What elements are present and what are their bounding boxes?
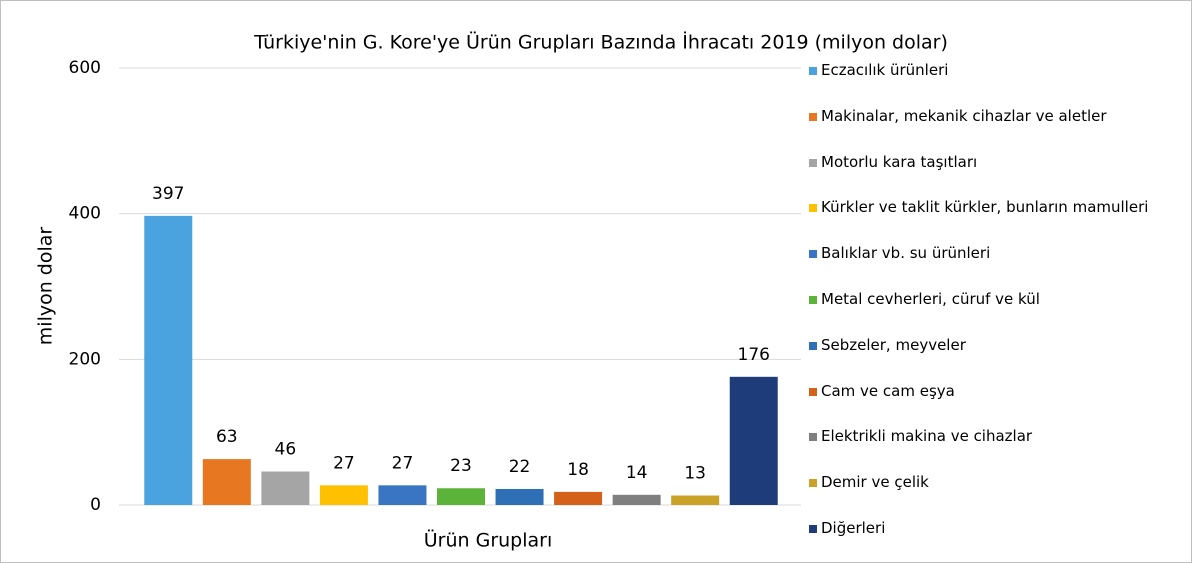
bar — [671, 495, 720, 505]
legend-item: Sebzeler, meyveler — [809, 336, 1176, 355]
data-label: 14 — [626, 463, 648, 483]
legend-label: Demir ve çelik — [821, 473, 929, 492]
data-label: 63 — [216, 427, 238, 447]
data-label: 397 — [152, 184, 184, 204]
data-label: 27 — [333, 453, 355, 473]
legend-label: Motorlu kara taşıtları — [821, 152, 978, 171]
y-tick-label: 600 — [69, 58, 101, 78]
y-tick-label: 400 — [69, 204, 101, 224]
legend-item: Eczacılık ürünleri — [809, 61, 1176, 80]
legend-label: Sebzeler, meyveler — [821, 335, 966, 354]
y-tick-label: 200 — [69, 349, 101, 369]
legend-swatch — [809, 479, 817, 488]
bar — [202, 459, 251, 505]
bar — [319, 485, 368, 505]
bar — [554, 491, 603, 505]
legend-swatch — [809, 387, 817, 396]
legend-swatch — [809, 433, 817, 442]
data-label: 22 — [509, 457, 531, 477]
legend-label: Kürkler ve taklit kürkler, bunların mamu… — [821, 198, 1149, 217]
legend-swatch — [809, 250, 817, 259]
bar — [378, 485, 427, 505]
legend-label: Makinalar, mekanik cihazlar ve aletler — [821, 106, 1107, 125]
y-axis-title: milyon dolar — [35, 227, 57, 346]
legend-label: Elektrikli makina ve cihazlar — [821, 427, 1033, 446]
legend-item: Elektrikli makina ve cihazlar — [809, 427, 1176, 446]
bar — [261, 471, 310, 505]
data-label: 13 — [684, 464, 706, 484]
legend-item: Balıklar vb. su ürünleri — [809, 244, 1176, 263]
legend-item: Kürkler ve taklit kürkler, bunların mamu… — [809, 198, 1176, 217]
bar — [437, 488, 485, 505]
legend-swatch — [809, 158, 817, 167]
bar — [612, 494, 661, 505]
data-label: 23 — [450, 456, 472, 476]
legend-swatch — [809, 67, 817, 75]
bar — [495, 488, 544, 505]
legend-label: Balıklar vb. su ürünleri — [821, 244, 991, 263]
legend-item: Motorlu kara taşıtları — [809, 153, 1176, 172]
legend-item: Diğerleri — [809, 519, 1176, 538]
data-label: 18 — [567, 460, 589, 480]
legend-item: Metal cevherleri, cüruf ve kül — [809, 290, 1176, 309]
legend-swatch — [809, 204, 817, 213]
bar — [144, 215, 193, 505]
legend-label: Eczacılık ürünleri — [821, 61, 949, 79]
legend-label: Metal cevherleri, cüruf ve kül — [821, 290, 1040, 308]
legend-swatch — [809, 112, 817, 121]
legend-swatch — [809, 296, 817, 304]
legend-item: Cam ve cam eşya — [809, 382, 1176, 401]
legend-swatch — [809, 341, 817, 350]
data-label: 27 — [392, 453, 414, 473]
bar — [729, 376, 778, 505]
legend-item: Makinalar, mekanik cihazlar ve aletler — [809, 107, 1176, 126]
data-label: 176 — [738, 345, 770, 365]
y-tick-label: 0 — [90, 495, 101, 515]
x-axis-title: Ürün Grupları — [424, 529, 553, 552]
legend-swatch — [809, 525, 817, 533]
legend-label: Cam ve cam eşya — [821, 381, 955, 400]
data-label: 46 — [275, 439, 297, 459]
legend-label: Diğerleri — [821, 519, 886, 537]
legend-item: Demir ve çelik — [809, 473, 1176, 492]
chart-title: Türkiye'nin G. Kore'ye Ürün Grupları Baz… — [253, 31, 948, 54]
